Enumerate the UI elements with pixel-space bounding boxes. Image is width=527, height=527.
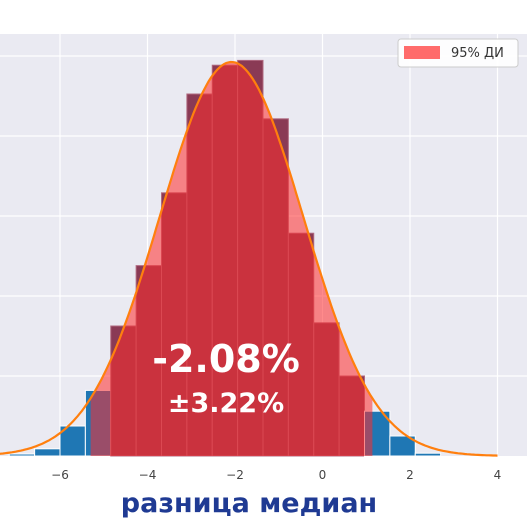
legend-swatch <box>404 46 440 59</box>
ci-area <box>90 62 373 456</box>
x-tick-labels: −6 −4 −2 0 2 4 <box>51 468 501 482</box>
histogram-bar <box>414 452 442 457</box>
ci-value: ±3.22% <box>168 388 284 419</box>
legend-label: 95% ДИ <box>451 46 504 61</box>
x-tick-label: −2 <box>226 468 244 482</box>
x-tick-label: −4 <box>139 468 157 482</box>
median-difference-value: -2.08% <box>152 337 300 381</box>
x-tick-label: 2 <box>406 468 414 482</box>
x-tick-label: 4 <box>494 468 502 482</box>
histogram-bar <box>389 435 416 457</box>
normal-fit-curve <box>0 60 498 457</box>
legend: 95% ДИ <box>397 38 519 68</box>
x-tick-label: 0 <box>319 468 327 482</box>
histogram-bar <box>34 448 61 457</box>
histogram-bar <box>8 453 36 457</box>
x-axis-label: разница медиан <box>121 488 377 519</box>
ci-region <box>90 62 373 456</box>
x-tick-label: −6 <box>51 468 69 482</box>
